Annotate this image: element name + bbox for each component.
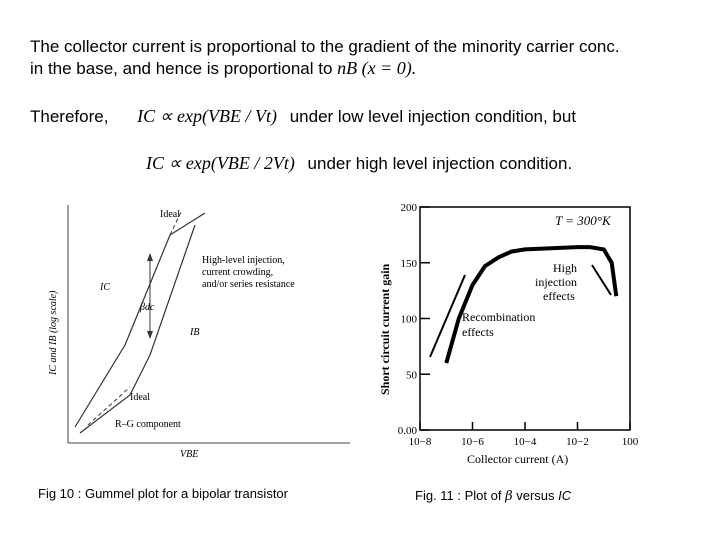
nb-expression: nB (x = 0). <box>337 58 417 78</box>
gain-x-label: Collector current (A) <box>467 452 568 466</box>
recomb-annotation-pointer <box>429 274 466 358</box>
gain-y-tick-label: 0.00 <box>398 425 418 437</box>
gummel-hli-1: High-level injection, <box>202 255 285 266</box>
high-injection-formula: IC ∝ exp(VBE / 2Vt) <box>146 153 295 173</box>
low-injection-text: under low level injection condition, but <box>289 107 577 126</box>
gummel-ib-curve <box>79 224 196 434</box>
low-injection-formula: IC ∝ exp(VBE / Vt) <box>137 106 277 126</box>
gummel-ic-curve <box>74 212 206 428</box>
text-line-2-text: in the base, and hence is proportional t… <box>30 59 333 78</box>
temp-annotation: T = 300°K <box>555 213 612 228</box>
gummel-plot: Ideal High-level injection, current crow… <box>48 205 350 460</box>
high-injection-text: under high level injection condition. <box>307 154 573 173</box>
caption-fig11: Fig. 11 : Plot of β versus IC <box>415 488 571 504</box>
gummel-beta-label: βdc <box>139 302 155 313</box>
beta-arrow-head-top <box>147 253 153 261</box>
high-annotation-2: injection <box>535 275 577 289</box>
gummel-rg-label: R–G component <box>115 419 181 430</box>
gain-y-tick-label: 200 <box>401 202 418 214</box>
gain-y-tick-label: 50 <box>406 369 418 381</box>
gain-x-tick-label: 10−2 <box>566 436 589 448</box>
gain-x-tick-label: 100 <box>622 436 639 448</box>
gummel-ideal-bottom: Ideal <box>130 392 150 403</box>
caption-fig11-mid: versus <box>516 488 555 503</box>
gummel-ic-ideal <box>169 209 183 236</box>
caption-fig11-ic: IC <box>558 488 572 503</box>
gain-x-tick-label: 10−6 <box>461 436 484 448</box>
gummel-hli-3: and/or series resistance <box>202 279 295 290</box>
therefore-label: Therefore, <box>30 107 109 126</box>
gummel-ib-label: IB <box>189 327 199 338</box>
gummel-ib-ideal <box>87 386 131 426</box>
gain-chart: 0.00 50 100 150 200 10−8 10−6 10−4 10−2 100 T = 3… <box>378 202 639 466</box>
beta-arrow-head-bottom <box>147 331 153 339</box>
gain-x-tick-label: 10−4 <box>514 436 537 448</box>
gain-y-tick-label: 100 <box>401 314 418 326</box>
recomb-annotation-2: effects <box>462 325 494 339</box>
caption-fig11-pre: Fig. 11 : Plot of <box>415 488 502 503</box>
gummel-y-label: IC and IB (log scale) <box>48 290 59 376</box>
gummel-ideal-top: Ideal <box>160 209 180 220</box>
recomb-annotation-1: Recombination <box>462 310 535 324</box>
gummel-hli-2: current crowding, <box>202 267 273 278</box>
gain-x-tick-label: 10−8 <box>409 436 432 448</box>
caption-fig11-beta: β <box>505 489 513 504</box>
high-annotation-pointer <box>591 264 612 296</box>
text-line-2: in the base, and hence is proportional t… <box>30 58 416 79</box>
gummel-ic-label: IC <box>99 282 110 293</box>
caption-fig10: Fig 10 : Gummel plot for a bipolar trans… <box>38 486 288 501</box>
text-line-3: Therefore, IC ∝ exp(VBE / Vt) under low … <box>30 106 576 127</box>
gain-y-tick-label: 150 <box>401 258 418 270</box>
gain-series-line <box>444 245 619 364</box>
high-annotation-3: effects <box>543 289 575 303</box>
text-line-4: IC ∝ exp(VBE / 2Vt) under high level inj… <box>146 153 572 174</box>
text-line-1: The collector current is proportional to… <box>30 37 620 56</box>
gummel-x-label: VBE <box>180 449 198 460</box>
high-annotation-1: High <box>553 261 577 275</box>
gain-y-label: Short circuit current gain <box>378 263 392 395</box>
